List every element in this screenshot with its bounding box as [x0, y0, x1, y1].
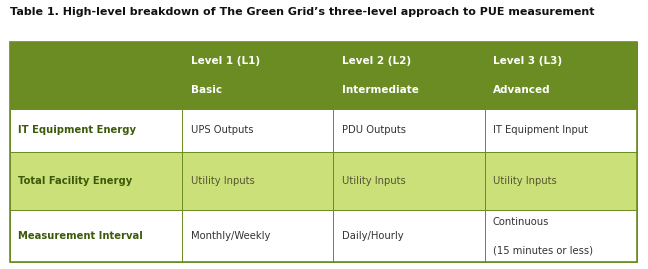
Bar — [10, 42, 182, 109]
Bar — [485, 210, 637, 262]
Text: Monthly/Weekly: Monthly/Weekly — [191, 231, 270, 241]
Bar — [10, 109, 182, 152]
Bar — [182, 42, 333, 109]
Text: Utility Inputs: Utility Inputs — [191, 176, 255, 186]
Bar — [333, 210, 485, 262]
Bar — [182, 152, 333, 210]
Bar — [10, 152, 182, 210]
Text: Measurement Interval: Measurement Interval — [18, 231, 143, 241]
Bar — [485, 42, 637, 109]
Bar — [333, 42, 485, 109]
Text: Table 1. High-level breakdown of The Green Grid’s three-level approach to PUE me: Table 1. High-level breakdown of The Gre… — [10, 7, 594, 17]
Bar — [333, 152, 485, 210]
Bar — [10, 42, 637, 262]
Text: Level 2 (L2)

Intermediate: Level 2 (L2) Intermediate — [341, 55, 419, 95]
Bar — [182, 109, 333, 152]
Text: Utility Inputs: Utility Inputs — [341, 176, 406, 186]
Text: Continuous

(15 minutes or less): Continuous (15 minutes or less) — [493, 217, 593, 255]
Text: UPS Outputs: UPS Outputs — [191, 125, 253, 136]
Text: Level 3 (L3)

Advanced: Level 3 (L3) Advanced — [493, 55, 562, 95]
Text: Daily/Hourly: Daily/Hourly — [341, 231, 404, 241]
Bar — [485, 152, 637, 210]
Bar — [182, 210, 333, 262]
Bar — [333, 109, 485, 152]
Bar — [485, 109, 637, 152]
Text: PDU Outputs: PDU Outputs — [341, 125, 406, 136]
Text: Utility Inputs: Utility Inputs — [493, 176, 557, 186]
Text: IT Equipment Input: IT Equipment Input — [493, 125, 588, 136]
Bar — [10, 210, 182, 262]
Text: Level 1 (L1)

Basic: Level 1 (L1) Basic — [191, 55, 260, 95]
Text: IT Equipment Energy: IT Equipment Energy — [18, 125, 136, 136]
Text: Total Facility Energy: Total Facility Energy — [18, 176, 132, 186]
